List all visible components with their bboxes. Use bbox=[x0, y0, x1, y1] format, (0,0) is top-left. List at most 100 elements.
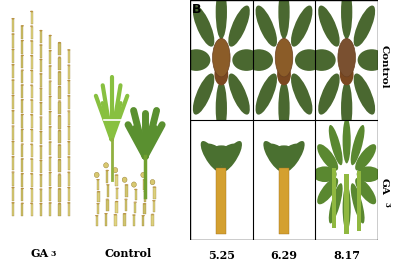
Ellipse shape bbox=[67, 187, 70, 188]
Bar bbox=[30, 174, 33, 187]
Bar bbox=[40, 161, 42, 173]
Ellipse shape bbox=[30, 70, 33, 71]
Bar bbox=[332, 168, 336, 228]
Ellipse shape bbox=[30, 114, 33, 115]
Text: 5.25: 5.25 bbox=[208, 250, 235, 261]
Bar bbox=[30, 12, 33, 24]
Bar bbox=[125, 200, 127, 211]
Bar bbox=[21, 41, 23, 54]
Ellipse shape bbox=[313, 166, 337, 182]
Ellipse shape bbox=[134, 189, 138, 190]
Ellipse shape bbox=[30, 158, 33, 160]
Ellipse shape bbox=[351, 125, 364, 165]
Bar bbox=[97, 204, 99, 214]
Bar bbox=[21, 189, 23, 202]
Ellipse shape bbox=[30, 25, 33, 27]
Ellipse shape bbox=[11, 18, 15, 19]
Bar bbox=[105, 214, 107, 226]
Ellipse shape bbox=[104, 213, 108, 214]
Bar bbox=[216, 168, 226, 234]
Ellipse shape bbox=[21, 188, 24, 189]
Ellipse shape bbox=[30, 55, 33, 56]
Ellipse shape bbox=[21, 143, 24, 145]
Ellipse shape bbox=[21, 25, 24, 26]
Ellipse shape bbox=[114, 214, 117, 215]
Ellipse shape bbox=[113, 167, 118, 173]
Ellipse shape bbox=[39, 116, 42, 118]
Ellipse shape bbox=[67, 80, 70, 81]
Ellipse shape bbox=[21, 55, 24, 56]
Ellipse shape bbox=[318, 73, 340, 115]
Ellipse shape bbox=[142, 215, 145, 216]
Ellipse shape bbox=[115, 201, 118, 202]
Ellipse shape bbox=[39, 30, 42, 31]
Bar bbox=[58, 116, 60, 128]
Ellipse shape bbox=[193, 73, 214, 115]
Bar bbox=[116, 202, 118, 213]
Ellipse shape bbox=[30, 144, 33, 145]
Bar bbox=[115, 175, 118, 186]
Ellipse shape bbox=[201, 141, 222, 172]
Ellipse shape bbox=[96, 203, 100, 204]
Ellipse shape bbox=[67, 126, 70, 127]
Ellipse shape bbox=[11, 95, 15, 96]
Bar bbox=[12, 157, 14, 170]
Ellipse shape bbox=[21, 84, 24, 86]
Ellipse shape bbox=[143, 203, 146, 204]
Bar bbox=[153, 201, 155, 212]
Ellipse shape bbox=[58, 57, 61, 58]
Ellipse shape bbox=[21, 173, 24, 174]
Ellipse shape bbox=[30, 173, 33, 174]
Ellipse shape bbox=[193, 6, 214, 47]
Ellipse shape bbox=[212, 38, 230, 77]
Ellipse shape bbox=[58, 129, 61, 131]
Bar bbox=[12, 65, 14, 78]
Ellipse shape bbox=[151, 214, 154, 215]
Bar bbox=[49, 173, 51, 186]
Ellipse shape bbox=[58, 115, 61, 116]
Ellipse shape bbox=[58, 71, 61, 73]
Ellipse shape bbox=[106, 170, 109, 171]
Bar bbox=[49, 158, 51, 171]
Bar bbox=[12, 50, 14, 63]
Bar bbox=[30, 189, 33, 202]
Text: 3: 3 bbox=[382, 202, 390, 207]
Bar bbox=[143, 204, 146, 214]
Ellipse shape bbox=[67, 171, 70, 173]
Ellipse shape bbox=[21, 158, 24, 160]
Bar bbox=[49, 112, 51, 125]
Ellipse shape bbox=[67, 156, 70, 158]
Bar bbox=[30, 27, 33, 39]
Bar bbox=[40, 146, 42, 159]
Ellipse shape bbox=[132, 182, 136, 187]
Ellipse shape bbox=[97, 191, 100, 192]
Ellipse shape bbox=[351, 183, 364, 223]
Ellipse shape bbox=[104, 163, 108, 168]
Bar bbox=[68, 50, 70, 63]
Ellipse shape bbox=[58, 144, 61, 146]
Bar bbox=[97, 192, 100, 202]
Bar bbox=[30, 86, 33, 98]
Bar bbox=[12, 111, 14, 124]
Ellipse shape bbox=[39, 59, 42, 60]
Text: GA: GA bbox=[31, 248, 49, 259]
Bar bbox=[21, 204, 23, 216]
Bar bbox=[58, 160, 60, 172]
Ellipse shape bbox=[58, 174, 61, 175]
Ellipse shape bbox=[152, 200, 156, 201]
Ellipse shape bbox=[228, 6, 250, 47]
Ellipse shape bbox=[295, 49, 323, 71]
Ellipse shape bbox=[39, 73, 42, 74]
Bar bbox=[68, 127, 70, 140]
Ellipse shape bbox=[48, 141, 52, 143]
Bar bbox=[68, 112, 70, 124]
Bar bbox=[49, 203, 51, 216]
Ellipse shape bbox=[278, 144, 302, 166]
Ellipse shape bbox=[39, 88, 42, 89]
Ellipse shape bbox=[21, 99, 24, 100]
Ellipse shape bbox=[39, 189, 42, 190]
Ellipse shape bbox=[30, 99, 33, 101]
Bar bbox=[40, 89, 42, 101]
Ellipse shape bbox=[21, 69, 24, 71]
Bar bbox=[40, 204, 42, 216]
